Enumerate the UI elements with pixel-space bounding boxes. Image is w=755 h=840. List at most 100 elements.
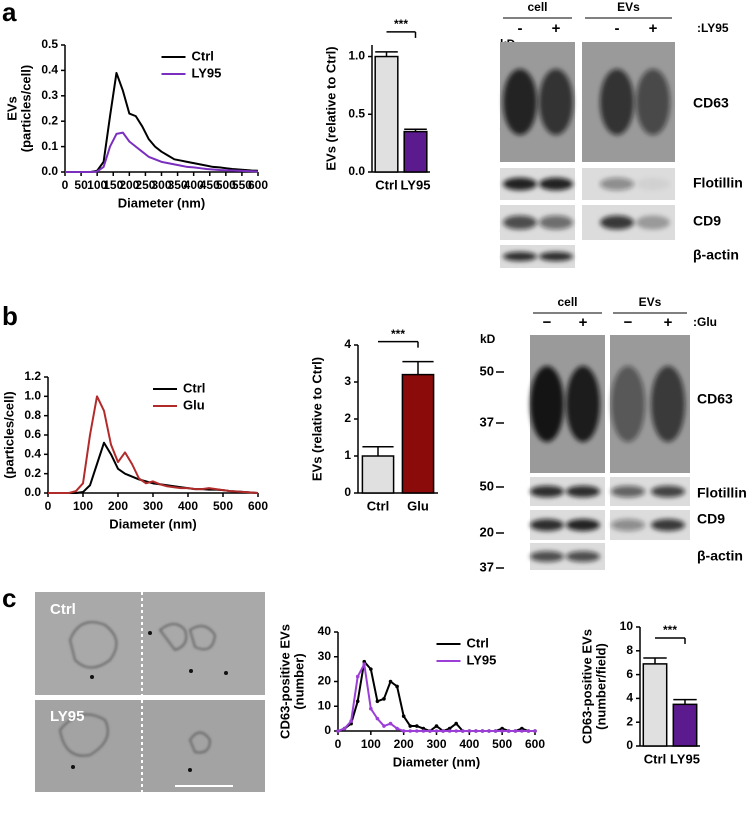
blot-lane-label: − <box>543 314 552 331</box>
blot-band <box>566 551 600 562</box>
micrograph <box>35 592 265 695</box>
x-tick-label: 300 <box>143 499 163 513</box>
x-tick-label: 600 <box>248 178 268 192</box>
series-line <box>48 441 259 494</box>
x-tick-label: 400 <box>459 737 479 751</box>
y-tick-label: 0 <box>344 485 351 499</box>
x-axis-label: Diameter (nm) <box>393 754 480 769</box>
y-tick-label: 0.8 <box>24 408 41 422</box>
x-tick-label: 300 <box>151 178 171 192</box>
y-tick-label: 0.1 <box>41 139 58 153</box>
point <box>434 724 439 728</box>
blot-band <box>600 69 634 135</box>
panel-label: b <box>2 301 18 331</box>
point <box>447 729 452 733</box>
western-blot: cellEVs-+-+:LY95kD5037502037CD63Flotilli… <box>500 0 743 268</box>
blot-band <box>539 251 573 262</box>
point <box>493 729 498 733</box>
series-line <box>48 395 259 494</box>
x-tick-label: 0 <box>335 737 342 751</box>
point <box>395 684 399 689</box>
blot-lane-label: + <box>649 20 658 37</box>
legend-label: LY95 <box>467 652 497 667</box>
point <box>467 729 472 733</box>
x-tick-label: 200 <box>108 499 128 513</box>
bar <box>642 663 668 747</box>
blot-band <box>503 69 537 135</box>
point <box>520 729 524 733</box>
y-tick-label: 1.0 <box>24 389 41 403</box>
point <box>382 724 386 728</box>
point <box>533 729 537 733</box>
point <box>434 729 439 733</box>
point <box>362 662 367 666</box>
point <box>500 726 504 731</box>
series-line <box>65 71 259 173</box>
y-tick-label: 2 <box>626 714 633 728</box>
point <box>336 729 340 733</box>
y-tick-label: 10 <box>620 619 634 633</box>
y-axis-label: (number) <box>291 653 306 709</box>
y-tick-label: 0.2 <box>41 113 58 127</box>
significance-label: *** <box>391 327 405 341</box>
blot-band <box>651 366 685 442</box>
y-tick-label: 0.4 <box>24 447 41 461</box>
x-tick-label: 200 <box>119 178 139 192</box>
point <box>369 667 373 671</box>
blot-band <box>651 485 685 498</box>
x-tick-label: 100 <box>87 178 107 192</box>
x-tick-label: 550 <box>232 178 252 192</box>
blot-band <box>503 215 537 230</box>
point <box>415 724 419 728</box>
x-tick-label: 400 <box>178 499 198 513</box>
point <box>428 729 432 733</box>
blot-band <box>600 177 634 191</box>
point <box>520 726 524 731</box>
western-blot: cell EVs− + − +:GlukD5037502037CD63Flotillin… <box>480 295 747 574</box>
blot-band <box>530 519 564 531</box>
point <box>388 679 393 684</box>
x-tick-label: Ctrl <box>367 498 389 513</box>
blot-band <box>611 485 645 498</box>
bar <box>361 455 395 494</box>
point <box>388 721 393 726</box>
x-tick-label: 150 <box>103 178 123 192</box>
series-line <box>337 660 535 732</box>
point <box>454 729 459 733</box>
blot-band <box>566 519 600 531</box>
bar <box>403 130 428 173</box>
point <box>480 729 485 733</box>
point <box>401 714 406 718</box>
y-tick-label: 6 <box>626 667 633 681</box>
legend-label: Glu <box>183 397 205 412</box>
y-tick-label: 0.2 <box>24 466 41 480</box>
blot-protein: CD63 <box>693 95 729 111</box>
y-tick-label: 4 <box>344 337 351 351</box>
x-tick-label: Glu <box>407 498 429 513</box>
blot-protein: CD63 <box>697 391 733 407</box>
point <box>375 699 380 704</box>
micrograph-label: Ctrl <box>50 601 76 618</box>
blot-lane-label: + <box>579 314 588 331</box>
x-tick-label: 500 <box>213 499 233 513</box>
legend-label: Ctrl <box>192 48 214 63</box>
blot-marker: 50 <box>480 478 494 493</box>
blot-band <box>651 519 685 531</box>
y-tick-label: 0.0 <box>41 164 58 178</box>
point <box>500 729 504 733</box>
blot-protein: β-actin <box>697 548 743 564</box>
x-tick-label: 400 <box>184 178 204 192</box>
blot-marker: 50 <box>480 363 494 378</box>
x-tick-label: Ctrl <box>375 177 397 192</box>
blot-column-label: EVs <box>639 295 662 309</box>
blot-band <box>539 215 573 230</box>
y-axis-label: EVs <box>4 96 19 121</box>
x-tick-label: Ctrl <box>644 751 666 766</box>
blot-band <box>503 177 537 191</box>
panel-label: a <box>2 0 17 27</box>
y-axis-label: (particles/cell) <box>18 65 33 152</box>
blot-band <box>611 519 645 531</box>
legend-label: Ctrl <box>183 380 205 395</box>
y-tick-label: 1 <box>344 448 351 462</box>
y-axis-label: EVs (relative to Ctrl) <box>309 357 324 481</box>
